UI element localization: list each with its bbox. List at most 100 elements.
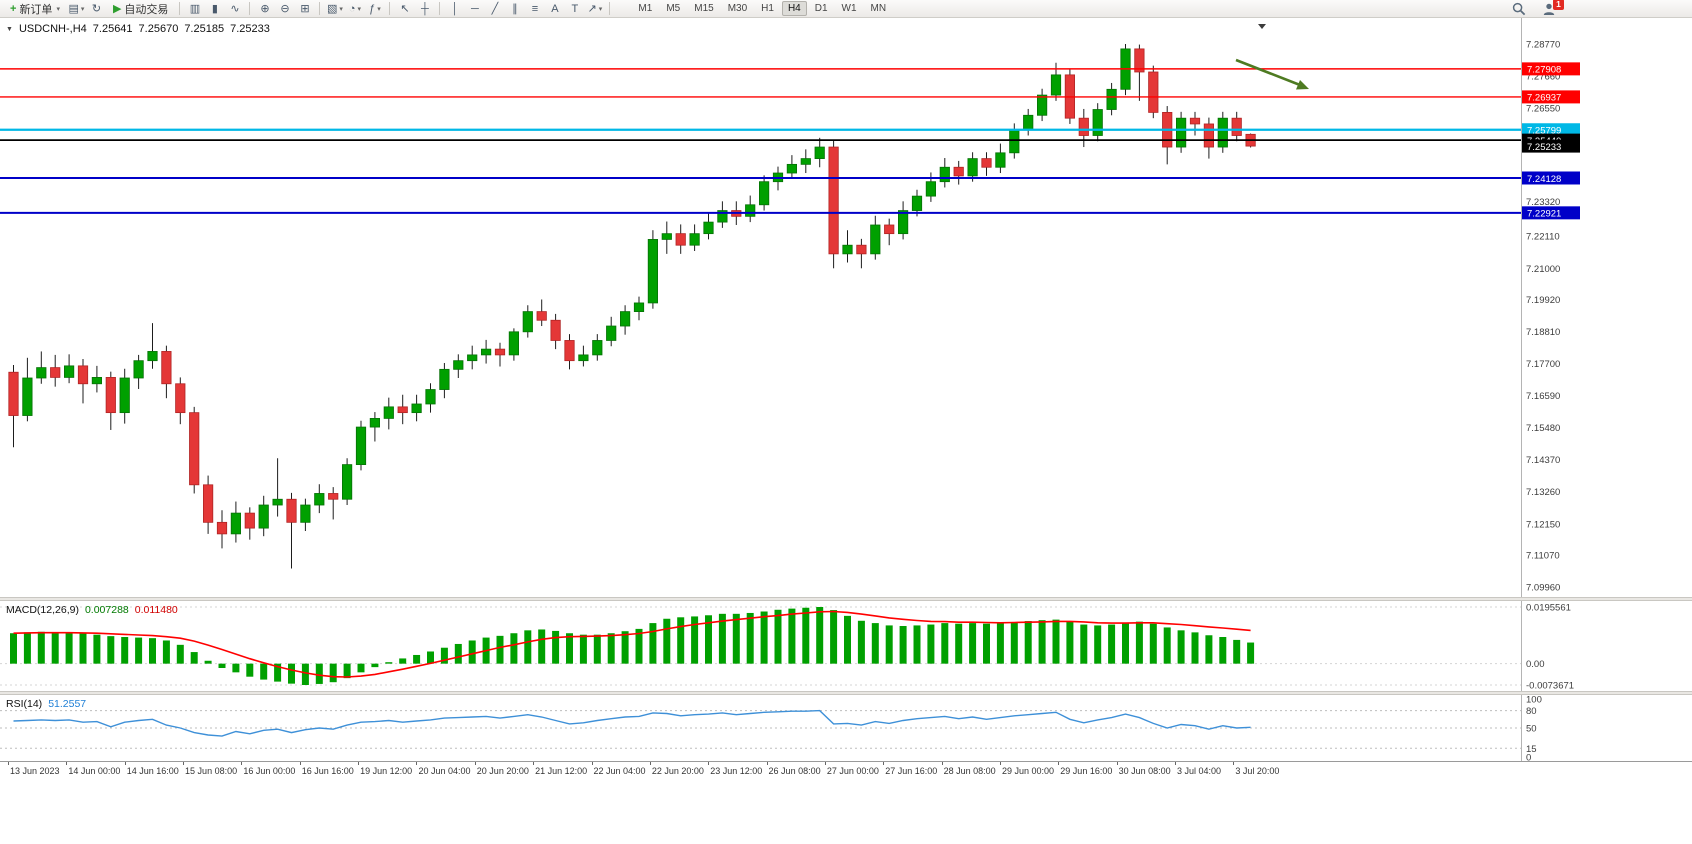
macd-histogram [10,607,1255,685]
refresh-icon[interactable]: ↻ [87,1,106,17]
level-price-label [1522,62,1580,76]
time-label: 27 Jun 16:00 [885,766,938,776]
timeframe-d1-button[interactable]: D1 [814,3,828,14]
timeframe-m5-button[interactable]: M5 [666,3,681,14]
rsi-title: RSI(14) [6,698,43,710]
new-chart-icon[interactable]: ▧ ▾ [325,1,344,17]
zoom-out-icon[interactable]: ⊖ [275,1,294,17]
time-tick [708,762,710,765]
time-label: 29 Jun 16:00 [1060,766,1113,776]
svg-text:7.25799: 7.25799 [1527,126,1561,137]
crosshair-icon[interactable]: ┼ [415,1,434,17]
svg-text:7.19920: 7.19920 [1526,295,1560,306]
time-tick [66,762,68,765]
new-chart-icon: ▧ [326,2,338,15]
timeframe-w1-button[interactable]: W1 [841,3,857,14]
svg-text:7.09960: 7.09960 [1526,583,1560,594]
svg-text:7.22921: 7.22921 [1527,209,1561,220]
horizontal-line-icon[interactable]: ─ [465,1,484,17]
svg-text:7.11070: 7.11070 [1526,550,1560,561]
svg-text:-0.0073671: -0.0073671 [1526,681,1574,692]
time-tick [1233,762,1235,765]
timeframe-h1-button[interactable]: H1 [761,3,774,14]
new-order-button-label: 新订单 [19,3,53,16]
search-icon[interactable] [1510,1,1528,17]
dropdown-arrow-icon: ▾ [357,5,361,13]
label-tool-icon: T [571,2,579,15]
zoom-in-icon: ⊕ [260,2,270,15]
tile-windows-icon: ⊞ [300,2,310,15]
cursor-icon[interactable]: ↖ [395,1,414,17]
time-tick [124,762,126,765]
time-axis[interactable]: 13 Jun 2023 14 Jun 00:00 14 Jun 16:00 15 Ju… [0,761,1692,778]
time-label: 29 Jun 00:00 [1001,766,1054,776]
label-tool-icon[interactable]: T [565,1,584,17]
time-label: 13 Jun 2023 [10,766,60,776]
time-tick [183,762,185,765]
macd-svg[interactable]: 0.0195561 0.00 -0.0073671 [0,601,1692,692]
user-account-icon[interactable]: 1 [1540,0,1564,17]
panel-splitter[interactable] [0,691,1692,695]
channel-icon[interactable]: ∥ [505,1,524,17]
toolbar: + 新订单 ▾ ▤ ▾ ↻ ▶ 自动交易 ▥ ▮ ∿ ⊕ ⊖ ⊞ ▧ ▾ ◔ ▾ ƒ ▾ ↖ ┼ │ ─ ╱ ∥ ≡ A T ↗ ▾ M1 M… [0,0,1692,18]
timeframe-m30-button[interactable]: M30 [727,3,748,14]
time-label: 20 Jun 20:00 [476,766,529,776]
macd-main-value: 0.007288 [84,604,129,616]
time-tick [941,762,943,765]
panel-splitter[interactable] [0,597,1692,601]
toolbar-separator [439,2,441,15]
arrow-tool-icon[interactable]: ↗ ▾ [585,1,604,17]
cursor-icon: ↖ [400,2,410,15]
timeframe-mn-button[interactable]: MN [870,3,887,14]
one-click-collapse-icon[interactable]: ▼ [6,25,13,33]
time-label: 14 Jun 00:00 [68,766,121,776]
time-label: 26 Jun 08:00 [768,766,821,776]
zoom-out-icon: ⊖ [280,2,290,15]
time-label: 27 Jun 00:00 [826,766,879,776]
svg-text:15: 15 [1526,744,1537,755]
vertical-line-icon: │ [451,2,459,15]
new-order-button[interactable]: + 新订单 ▾ [4,1,66,17]
fibonacci-icon[interactable]: ≡ [525,1,544,17]
trendline-icon[interactable]: ╱ [485,1,504,17]
user-icon-glyph [1543,3,1555,15]
svg-text:7.13260: 7.13260 [1526,487,1560,498]
bar-chart-mode-icon: ▥ [189,2,201,15]
rsi-panel[interactable]: 100 80 50 15 0 RSI(14) 51.2557 [0,695,1692,764]
line-chart-mode-icon[interactable]: ∿ [225,1,244,17]
symbol-period-label: USDCNH-,H4 [18,23,87,35]
charts-profile-icon[interactable]: ▤ ▾ [67,1,86,17]
time-label: 16 Jun 00:00 [243,766,296,776]
candlestick-chart-mode-icon: ▮ [211,2,218,15]
text-tool-icon[interactable]: A [545,1,564,17]
macd-panel[interactable]: 0.0195561 0.00 -0.0073671 MACD(12,26,9) 0.… [0,601,1692,692]
toolbar-separator [389,2,391,15]
macd-signal-line [13,610,1251,678]
time-tick [824,762,826,765]
indicators-icon[interactable]: ƒ ▾ [365,1,384,17]
svg-text:0: 0 [1526,753,1531,762]
timeframe-h4-button[interactable]: H4 [781,1,807,16]
vertical-line-icon[interactable]: │ [445,1,464,17]
dropdown-arrow-icon: ▾ [598,5,603,13]
zoom-in-icon[interactable]: ⊕ [255,1,274,17]
svg-text:7.22110: 7.22110 [1526,232,1560,243]
candlestick-chart-mode-icon[interactable]: ▮ [205,1,224,17]
svg-text:0.00: 0.00 [1526,659,1545,670]
time-label: 28 Jun 08:00 [943,766,996,776]
timeframe-m1-button[interactable]: M1 [638,3,653,14]
play-icon: ▶ [112,2,122,15]
bar-chart-mode-icon[interactable]: ▥ [185,1,204,17]
main-chart-panel[interactable]: 7.28770 7.27660 7.26550 7.23320 7.22110 7.210… [0,18,1692,597]
period-clock-icon[interactable]: ◔ ▾ [345,1,364,17]
time-label: 3 Jul 20:00 [1235,766,1280,776]
trend-arrow-annotation[interactable] [1235,58,1309,90]
rsi-header: RSI(14) 51.2557 [6,698,86,710]
tile-windows-icon[interactable]: ⊞ [295,1,314,17]
notification-badge: 1 [1553,0,1564,10]
algo-trading-button[interactable]: ▶ 自动交易 [107,1,174,17]
chart-shift-marker-icon[interactable] [1258,24,1266,29]
main-chart-svg[interactable]: 7.28770 7.27660 7.26550 7.23320 7.22110 7.210… [0,18,1692,597]
timeframe-m15-button[interactable]: M15 [694,3,714,14]
